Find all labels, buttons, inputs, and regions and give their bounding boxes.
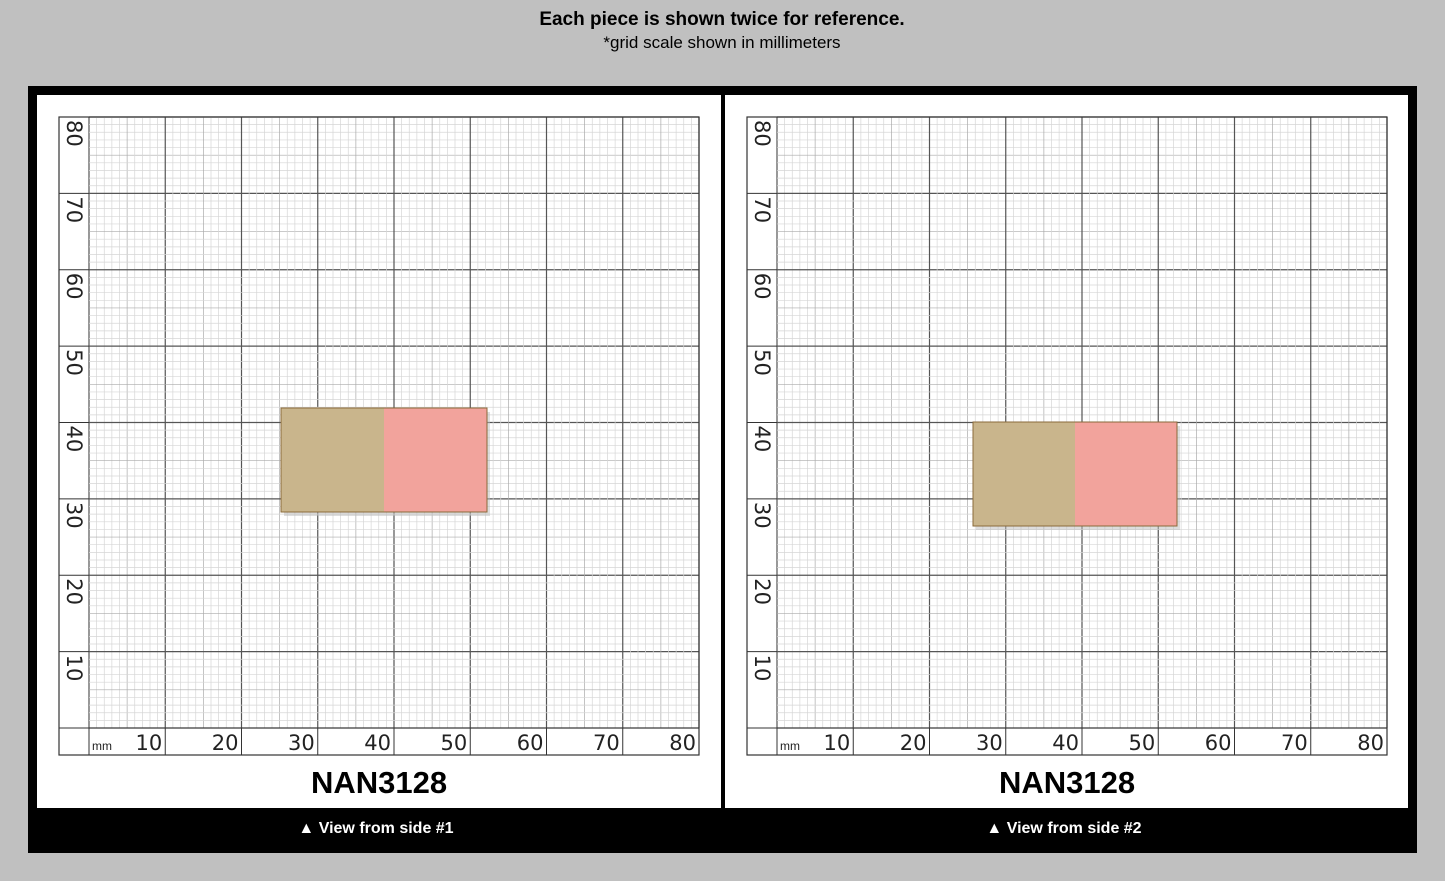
grid-border xyxy=(58,116,700,756)
y-label: 10 xyxy=(750,655,774,682)
x-label: 50 xyxy=(441,731,468,755)
specimen-pink xyxy=(384,408,487,512)
y-label: 80 xyxy=(750,120,774,147)
x-label: 30 xyxy=(976,731,1003,755)
subtitle: *grid scale shown in millimeters xyxy=(603,33,840,52)
x-label: 40 xyxy=(364,731,391,755)
y-label: 10 xyxy=(62,655,86,682)
y-label: 70 xyxy=(62,196,86,223)
y-label: 70 xyxy=(750,196,774,223)
specimen-pink xyxy=(1075,422,1177,526)
y-label: 30 xyxy=(750,502,774,529)
x-label: 70 xyxy=(1281,731,1308,755)
y-label: 50 xyxy=(750,349,774,376)
y-label: 20 xyxy=(750,578,774,605)
y-label: 60 xyxy=(750,273,774,300)
unit-label: mm xyxy=(780,739,800,753)
x-label: 40 xyxy=(1052,731,1079,755)
specimen-amber xyxy=(973,422,1075,526)
y-label: 40 xyxy=(62,426,86,453)
y-label: 30 xyxy=(62,502,86,529)
x-label: 20 xyxy=(900,731,927,755)
y-label: 60 xyxy=(62,273,86,300)
specimen-edge xyxy=(280,407,488,513)
y-label: 80 xyxy=(62,120,86,147)
caption: ▲ View from side #2 xyxy=(986,820,1141,837)
y-label: 20 xyxy=(62,578,86,605)
x-label: 80 xyxy=(669,731,696,755)
y-label: 40 xyxy=(750,426,774,453)
x-label: 30 xyxy=(288,731,315,755)
specimen-edge xyxy=(972,421,1178,527)
x-label: 10 xyxy=(136,731,163,755)
caption: ▲ View from side #1 xyxy=(298,820,453,837)
x-label: 60 xyxy=(1205,731,1232,755)
piece-label: NAN3128 xyxy=(311,765,447,800)
x-label: 70 xyxy=(593,731,620,755)
grid-border xyxy=(746,116,1388,756)
specimen-amber xyxy=(281,408,384,512)
title: Each piece is shown twice for reference. xyxy=(539,9,904,30)
x-label: 60 xyxy=(517,731,544,755)
piece-label: NAN3128 xyxy=(999,765,1135,800)
x-label: 50 xyxy=(1129,731,1156,755)
x-label: 10 xyxy=(824,731,851,755)
y-label: 50 xyxy=(62,349,86,376)
x-label: 80 xyxy=(1357,731,1384,755)
unit-label: mm xyxy=(92,739,112,753)
x-label: 20 xyxy=(212,731,239,755)
